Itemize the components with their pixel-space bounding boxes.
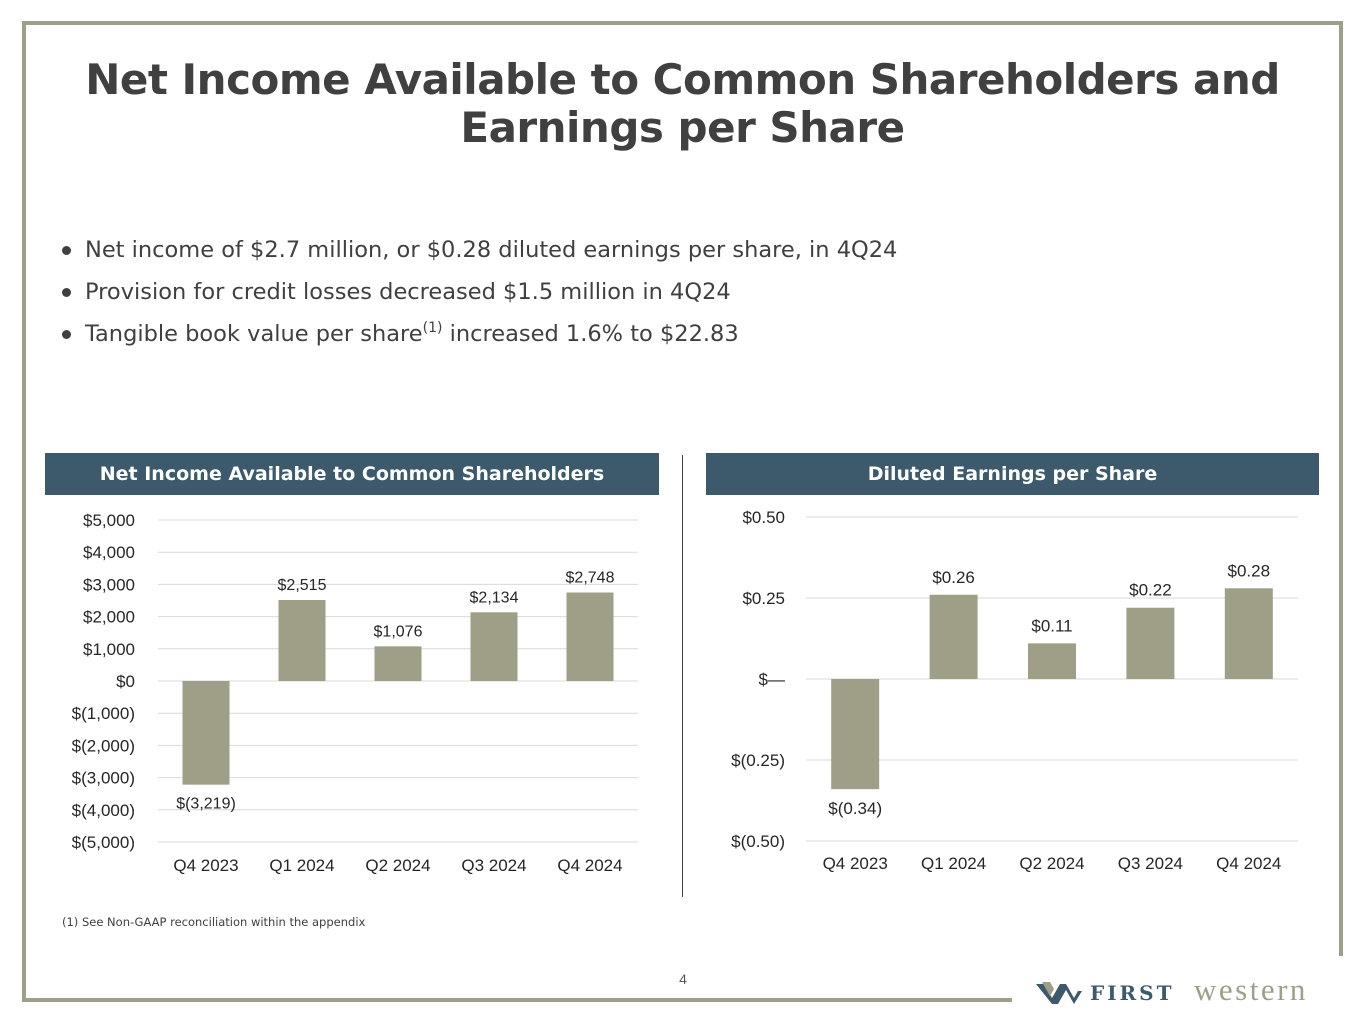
y-tick-label: $5,000 [83,511,135,530]
bar [470,612,518,681]
bullet-item: Provision for credit losses decreased $1… [60,274,897,316]
y-tick-label: $2,000 [83,608,135,627]
footnote-marker: (1) [422,320,443,336]
y-tick-label: $— [759,670,785,689]
slide-frame-top [22,21,1343,25]
slide-title-line-2: Earnings per Share [460,103,905,152]
slide-title-line-1: Net Income Available to Common Sharehold… [85,55,1280,104]
bar [1126,607,1175,679]
y-tick-label: $(2,000) [72,736,135,755]
y-tick-label: $(1,000) [72,704,135,723]
data-label: $2,134 [470,589,519,606]
y-tick-label: $(5,000) [72,833,135,852]
w-chevron-logo-icon [1036,982,1082,1004]
y-tick-label: $(0.50) [731,832,785,851]
bullet-item: Tangible book value per share(1) increas… [60,316,897,358]
bar [1224,588,1273,679]
logo-first-text: FIRST [1090,981,1175,1005]
bullet-text: Provision for credit losses decreased $1… [85,279,731,305]
page-number: 4 [679,971,687,987]
eps-chart-header: Diluted Earnings per Share [706,453,1319,495]
data-label: $0.11 [1031,616,1072,635]
bullet-item: Net income of $2.7 million, or $0.28 dil… [60,232,897,274]
data-label: $2,748 [566,570,615,587]
y-tick-label: $4,000 [83,543,135,562]
slide-frame-right [1339,21,1343,956]
data-label: $(3,219) [176,796,236,813]
y-tick-label: $0 [116,672,135,691]
data-label: $2,515 [278,577,327,594]
y-tick-label: $1,000 [83,640,135,659]
x-tick-label: Q3 2024 [1118,854,1183,873]
x-tick-label: Q2 2024 [365,856,430,875]
slide-title: Net Income Available to Common Sharehold… [60,56,1305,152]
bar [374,646,422,681]
first-western-logo: FIRST western [1036,972,1346,1007]
bar [182,681,230,785]
footnote: (1) See Non-GAAP reconciliation within t… [62,915,366,929]
x-tick-label: Q1 2024 [269,856,334,875]
bar [1028,643,1076,679]
bar [566,592,614,681]
y-tick-label: $(0.25) [731,751,785,770]
x-tick-label: Q4 2023 [823,854,888,873]
data-label: $0.26 [932,568,975,587]
bar [929,594,978,679]
x-tick-label: Q4 2023 [173,856,238,875]
highlights-bullet-list: Net income of $2.7 million, or $0.28 dil… [60,232,897,358]
logo-western-text: western [1194,972,1308,1007]
panel-divider [682,455,683,897]
data-label: $1,076 [374,623,423,640]
data-label: $(0.34) [828,799,882,818]
y-tick-label: $(4,000) [72,801,135,820]
slide-frame-bottom [22,998,1012,1002]
y-tick-label: $3,000 [83,575,135,594]
y-tick-label: $0.50 [742,508,785,527]
x-tick-label: Q2 2024 [1019,854,1084,873]
x-tick-label: Q3 2024 [461,856,526,875]
bar [831,679,880,790]
data-label: $0.28 [1228,561,1271,580]
bullet-text-continued: increased 1.6% to $22.83 [442,321,739,347]
x-tick-label: Q1 2024 [921,854,986,873]
bullet-text: Net income of $2.7 million, or $0.28 dil… [85,237,898,263]
y-tick-label: $0.25 [742,589,785,608]
bullet-text: Tangible book value per share [85,321,423,347]
y-tick-label: $(3,000) [72,769,135,788]
net-income-chart-header: Net Income Available to Common Sharehold… [45,453,659,495]
x-tick-label: Q4 2024 [1216,854,1281,873]
x-tick-label: Q4 2024 [557,856,622,875]
bar [278,600,326,681]
data-label: $0.22 [1129,581,1172,600]
slide-frame-left [22,21,26,1002]
